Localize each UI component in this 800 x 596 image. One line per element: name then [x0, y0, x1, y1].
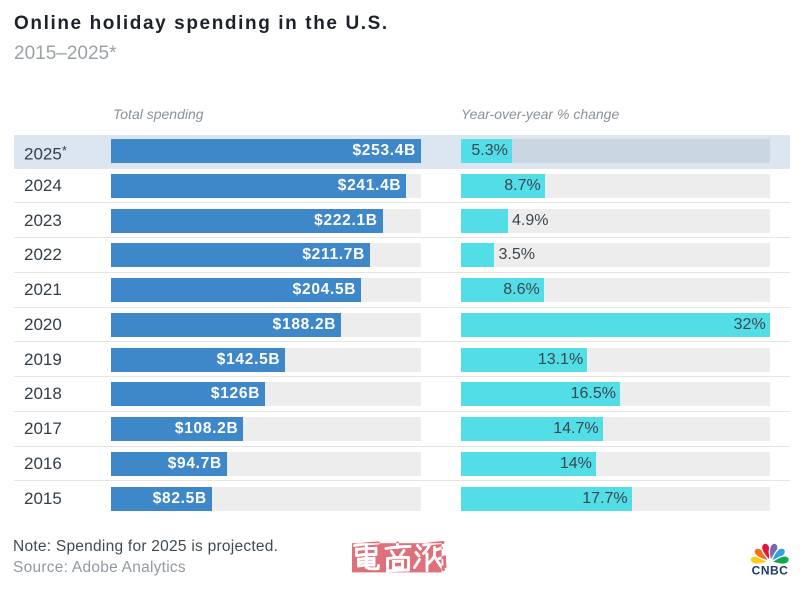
- svg-text:CNBC: CNBC: [752, 564, 789, 578]
